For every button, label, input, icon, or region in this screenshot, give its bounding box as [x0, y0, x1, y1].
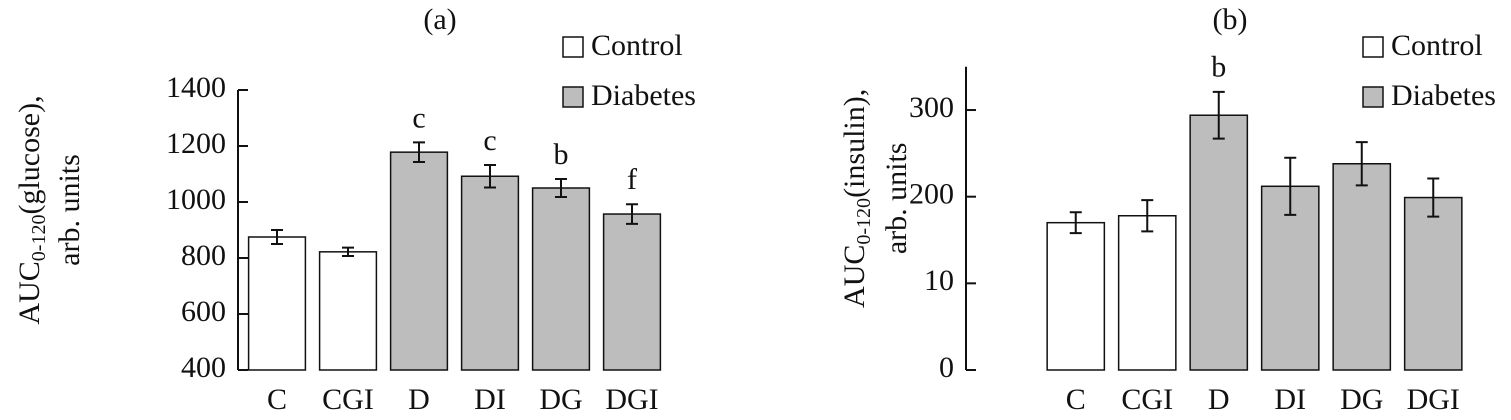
error-bar: [1284, 156, 1297, 216]
error-bar: [271, 229, 283, 245]
y-tick-label: 600: [181, 295, 226, 328]
bar: [1189, 114, 1249, 371]
legend-swatch: [562, 36, 584, 58]
y-label-main: AUC: [838, 245, 871, 308]
y-tick-label: 1400: [166, 71, 226, 104]
x-tick-label: DI: [474, 383, 506, 416]
significance-letter: f: [627, 163, 637, 196]
error-bar: [626, 203, 638, 225]
legend-label: Diabetes: [591, 79, 696, 112]
bar: [389, 151, 449, 371]
x-tick-label: CGI: [322, 383, 374, 416]
bar: [531, 187, 591, 371]
y-axis-label: arb. units: [880, 143, 913, 255]
bar: [247, 236, 307, 371]
x-tick-label: D: [408, 383, 430, 416]
x-tick-label: DI: [1274, 383, 1306, 416]
significance-letter: b: [554, 138, 569, 171]
chart-title: (b): [1213, 3, 1248, 36]
y-axis-label: AUC0-120(glucose),: [13, 95, 50, 324]
legend-label: Control: [591, 29, 683, 62]
y-label-rest: (insulin),: [838, 89, 871, 198]
x-tick-label: C: [1066, 383, 1086, 416]
chart-title: (a): [423, 3, 456, 36]
y-tick-label: 1000: [166, 183, 226, 216]
error-bar: [1427, 177, 1440, 218]
legend-swatch: [1362, 36, 1384, 58]
y-label-main: AUC: [13, 261, 46, 324]
bar: [602, 213, 662, 371]
error-bar: [484, 164, 496, 189]
bar: [318, 251, 378, 371]
x-tick-label: DGI: [1407, 383, 1460, 416]
x-tick-label: DG: [1340, 383, 1383, 416]
y-label-sub: 0-120: [28, 215, 50, 262]
x-tick-label: DGI: [605, 383, 658, 416]
bar: [1403, 196, 1463, 371]
y-tick-label: 0: [939, 351, 954, 384]
error-bar: [555, 178, 567, 198]
x-tick-label: D: [1208, 383, 1230, 416]
error-bar: [1069, 211, 1082, 235]
y-tick-label: 800: [181, 239, 226, 272]
error-bar: [1141, 199, 1154, 233]
y-axis-label: AUC0-120(insulin),: [838, 89, 875, 308]
x-tick-label: C: [267, 383, 287, 416]
legend-label: Control: [1391, 29, 1483, 62]
y-tick-label: 1200: [166, 127, 226, 160]
error-bar: [1355, 141, 1368, 187]
y-tick-label: 300: [909, 91, 954, 124]
bar: [1117, 215, 1177, 371]
bar: [1046, 221, 1106, 371]
error-bar: [413, 141, 425, 163]
y-tick-label: 400: [181, 351, 226, 384]
bar: [460, 175, 520, 371]
significance-letter: c: [412, 101, 425, 134]
bar: [1332, 163, 1392, 371]
y-axis-label: arb. units: [53, 154, 86, 266]
significance-letter: b: [1211, 51, 1226, 84]
significance-letter: c: [483, 124, 496, 157]
legend-label: Diabetes: [1391, 79, 1496, 112]
x-tick-label: CGI: [1121, 383, 1173, 416]
error-bar: [1212, 90, 1225, 140]
y-label-sub: 0-120: [853, 198, 875, 245]
y-tick-label: 10: [924, 264, 954, 297]
x-tick-label: DG: [539, 383, 582, 416]
y-tick-label: 200: [909, 178, 954, 211]
legend-swatch: [562, 86, 584, 108]
error-bar: [342, 246, 354, 258]
legend-swatch: [1362, 86, 1384, 108]
y-label-rest: (glucose),: [13, 95, 46, 214]
bar: [1260, 185, 1320, 371]
